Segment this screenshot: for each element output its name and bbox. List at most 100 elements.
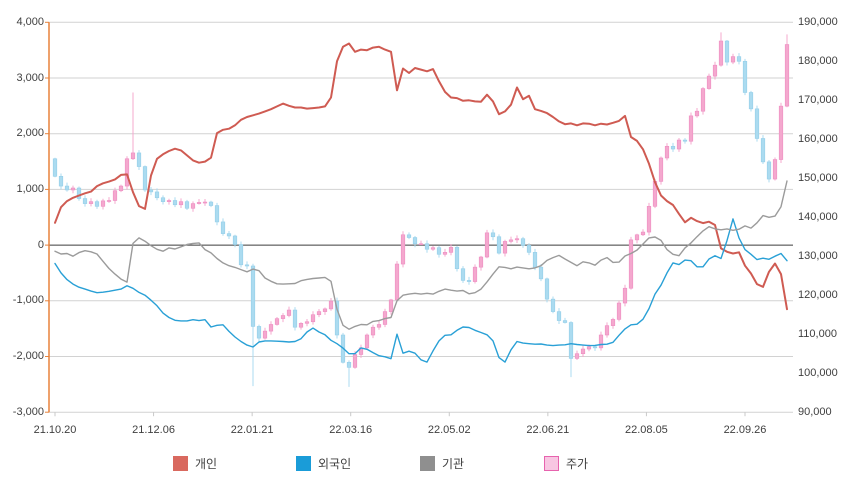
candle-body[interactable]	[64, 185, 70, 191]
candle-body[interactable]	[574, 353, 580, 359]
candle-body[interactable]	[442, 252, 448, 255]
candle-body[interactable]	[520, 238, 526, 246]
candle-body[interactable]	[760, 138, 766, 163]
candle-body[interactable]	[148, 189, 154, 193]
candle-body[interactable]	[448, 246, 454, 253]
candle-body[interactable]	[472, 266, 478, 282]
candle-body[interactable]	[622, 287, 628, 304]
candle-body[interactable]	[508, 239, 514, 242]
candle-body[interactable]	[532, 252, 538, 268]
legend-item-institution[interactable]: 기관	[420, 452, 464, 474]
legend-item-foreign[interactable]: 외국인	[296, 452, 351, 474]
candle-body[interactable]	[766, 161, 772, 180]
candle-body[interactable]	[406, 234, 412, 238]
candle-body[interactable]	[112, 190, 118, 201]
candle-body[interactable]	[598, 334, 604, 349]
candle-body[interactable]	[430, 247, 436, 250]
candle-body[interactable]	[568, 322, 574, 359]
candle-body[interactable]	[322, 308, 328, 312]
candle-body[interactable]	[688, 115, 694, 142]
candle-body[interactable]	[166, 200, 172, 202]
candle-body[interactable]	[352, 354, 358, 368]
candle-body[interactable]	[490, 232, 496, 238]
candle-body[interactable]	[400, 234, 406, 265]
candle-body[interactable]	[736, 56, 742, 62]
candle-body[interactable]	[580, 348, 586, 355]
candle-body[interactable]	[616, 302, 622, 320]
candle-body[interactable]	[94, 201, 100, 207]
candle-body[interactable]	[346, 361, 352, 368]
candle-body[interactable]	[610, 319, 616, 326]
candle-body[interactable]	[298, 323, 304, 328]
candle-body[interactable]	[364, 334, 370, 349]
candle-body[interactable]	[742, 60, 748, 93]
candle-body[interactable]	[178, 201, 184, 206]
candle-body[interactable]	[256, 326, 262, 339]
candle-body[interactable]	[478, 256, 484, 268]
candle-body[interactable]	[730, 56, 736, 63]
candle-body[interactable]	[58, 176, 64, 187]
candle-body[interactable]	[604, 325, 610, 336]
candle-body[interactable]	[136, 152, 142, 167]
candle-body[interactable]	[52, 158, 58, 177]
candle-body[interactable]	[700, 88, 706, 112]
candle-body[interactable]	[238, 244, 244, 266]
candle-body[interactable]	[154, 191, 160, 199]
candle-body[interactable]	[196, 202, 202, 204]
flow-line-personal[interactable]	[54, 42, 788, 311]
candle-body[interactable]	[634, 234, 640, 241]
candle-body[interactable]	[214, 205, 220, 223]
legend-item-price[interactable]: 주가	[544, 452, 588, 474]
candle-body[interactable]	[526, 245, 532, 253]
candle-body[interactable]	[724, 40, 730, 63]
candle-body[interactable]	[328, 300, 334, 310]
candle-body[interactable]	[772, 159, 778, 180]
candle-body[interactable]	[424, 243, 430, 250]
candle-body[interactable]	[106, 200, 112, 202]
candle-body[interactable]	[76, 187, 82, 199]
candle-body[interactable]	[226, 233, 232, 237]
candle-body[interactable]	[70, 187, 76, 191]
candle-body[interactable]	[412, 237, 418, 245]
legend-item-personal[interactable]: 개인	[173, 452, 217, 474]
candle-body[interactable]	[262, 330, 268, 339]
candle-body[interactable]	[82, 198, 88, 204]
candle-body[interactable]	[640, 231, 646, 236]
candle-body[interactable]	[286, 309, 292, 316]
candle-body[interactable]	[88, 201, 94, 204]
candle-body[interactable]	[130, 152, 136, 160]
candle-body[interactable]	[292, 309, 298, 328]
candle-body[interactable]	[460, 268, 466, 281]
candle-body[interactable]	[454, 246, 460, 270]
candle-body[interactable]	[694, 110, 700, 117]
candle-body[interactable]	[388, 299, 394, 312]
candle-body[interactable]	[310, 314, 316, 323]
candle-body[interactable]	[250, 265, 256, 327]
candle-body[interactable]	[280, 315, 286, 319]
candle-body[interactable]	[466, 280, 472, 282]
candle-body[interactable]	[334, 300, 340, 336]
candle-body[interactable]	[706, 75, 712, 89]
candle-body[interactable]	[274, 318, 280, 325]
candle-body[interactable]	[496, 236, 502, 254]
candle-body[interactable]	[538, 266, 544, 280]
candle-body[interactable]	[184, 201, 190, 209]
candle-body[interactable]	[172, 200, 178, 206]
candle-body[interactable]	[118, 185, 124, 192]
candle-body[interactable]	[682, 139, 688, 142]
candle-body[interactable]	[586, 346, 592, 350]
candle-body[interactable]	[718, 40, 724, 66]
candle-body[interactable]	[712, 64, 718, 77]
candle-body[interactable]	[268, 324, 274, 332]
candle-body[interactable]	[664, 145, 670, 159]
candle-body[interactable]	[484, 232, 490, 258]
candle-body[interactable]	[244, 264, 250, 267]
candle-body[interactable]	[124, 158, 130, 187]
candle-body[interactable]	[394, 263, 400, 301]
candle-body[interactable]	[754, 108, 760, 139]
candle-body[interactable]	[676, 139, 682, 150]
candle-body[interactable]	[544, 278, 550, 300]
candle-body[interactable]	[304, 321, 310, 324]
candle-body[interactable]	[436, 247, 442, 255]
candle-body[interactable]	[100, 200, 106, 207]
